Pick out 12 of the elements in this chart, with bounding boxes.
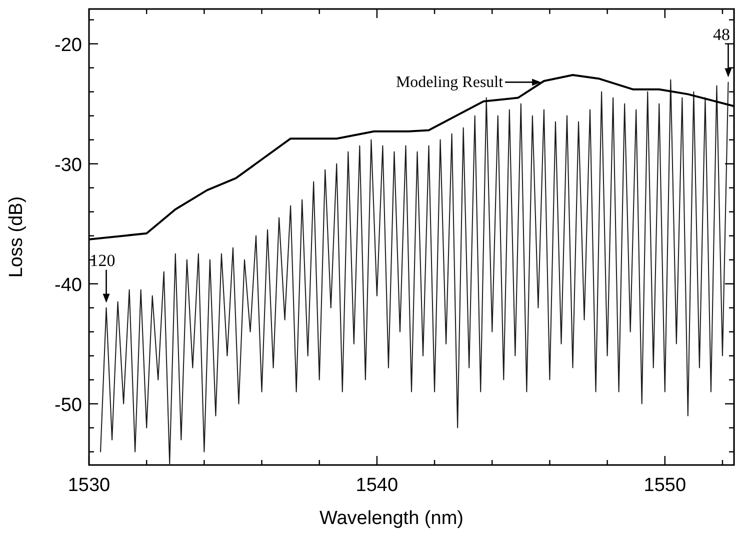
annotation: 48	[713, 25, 730, 44]
x-axis-title: Wavelength (nm)	[320, 508, 464, 529]
y-tick-label: -20	[54, 34, 82, 56]
x-tick-label: 1540	[356, 475, 398, 496]
x-tick-label: 1530	[68, 475, 110, 496]
y-tick-label: -40	[54, 274, 82, 296]
x-tick-label: 1550	[644, 475, 686, 496]
annotation: 120	[90, 250, 116, 270]
y-tick-label: -50	[54, 394, 82, 416]
annotation: Modeling Result	[396, 74, 504, 92]
y-axis-title: Loss (dB)	[6, 196, 27, 278]
y-tick-label: -30	[54, 154, 82, 176]
